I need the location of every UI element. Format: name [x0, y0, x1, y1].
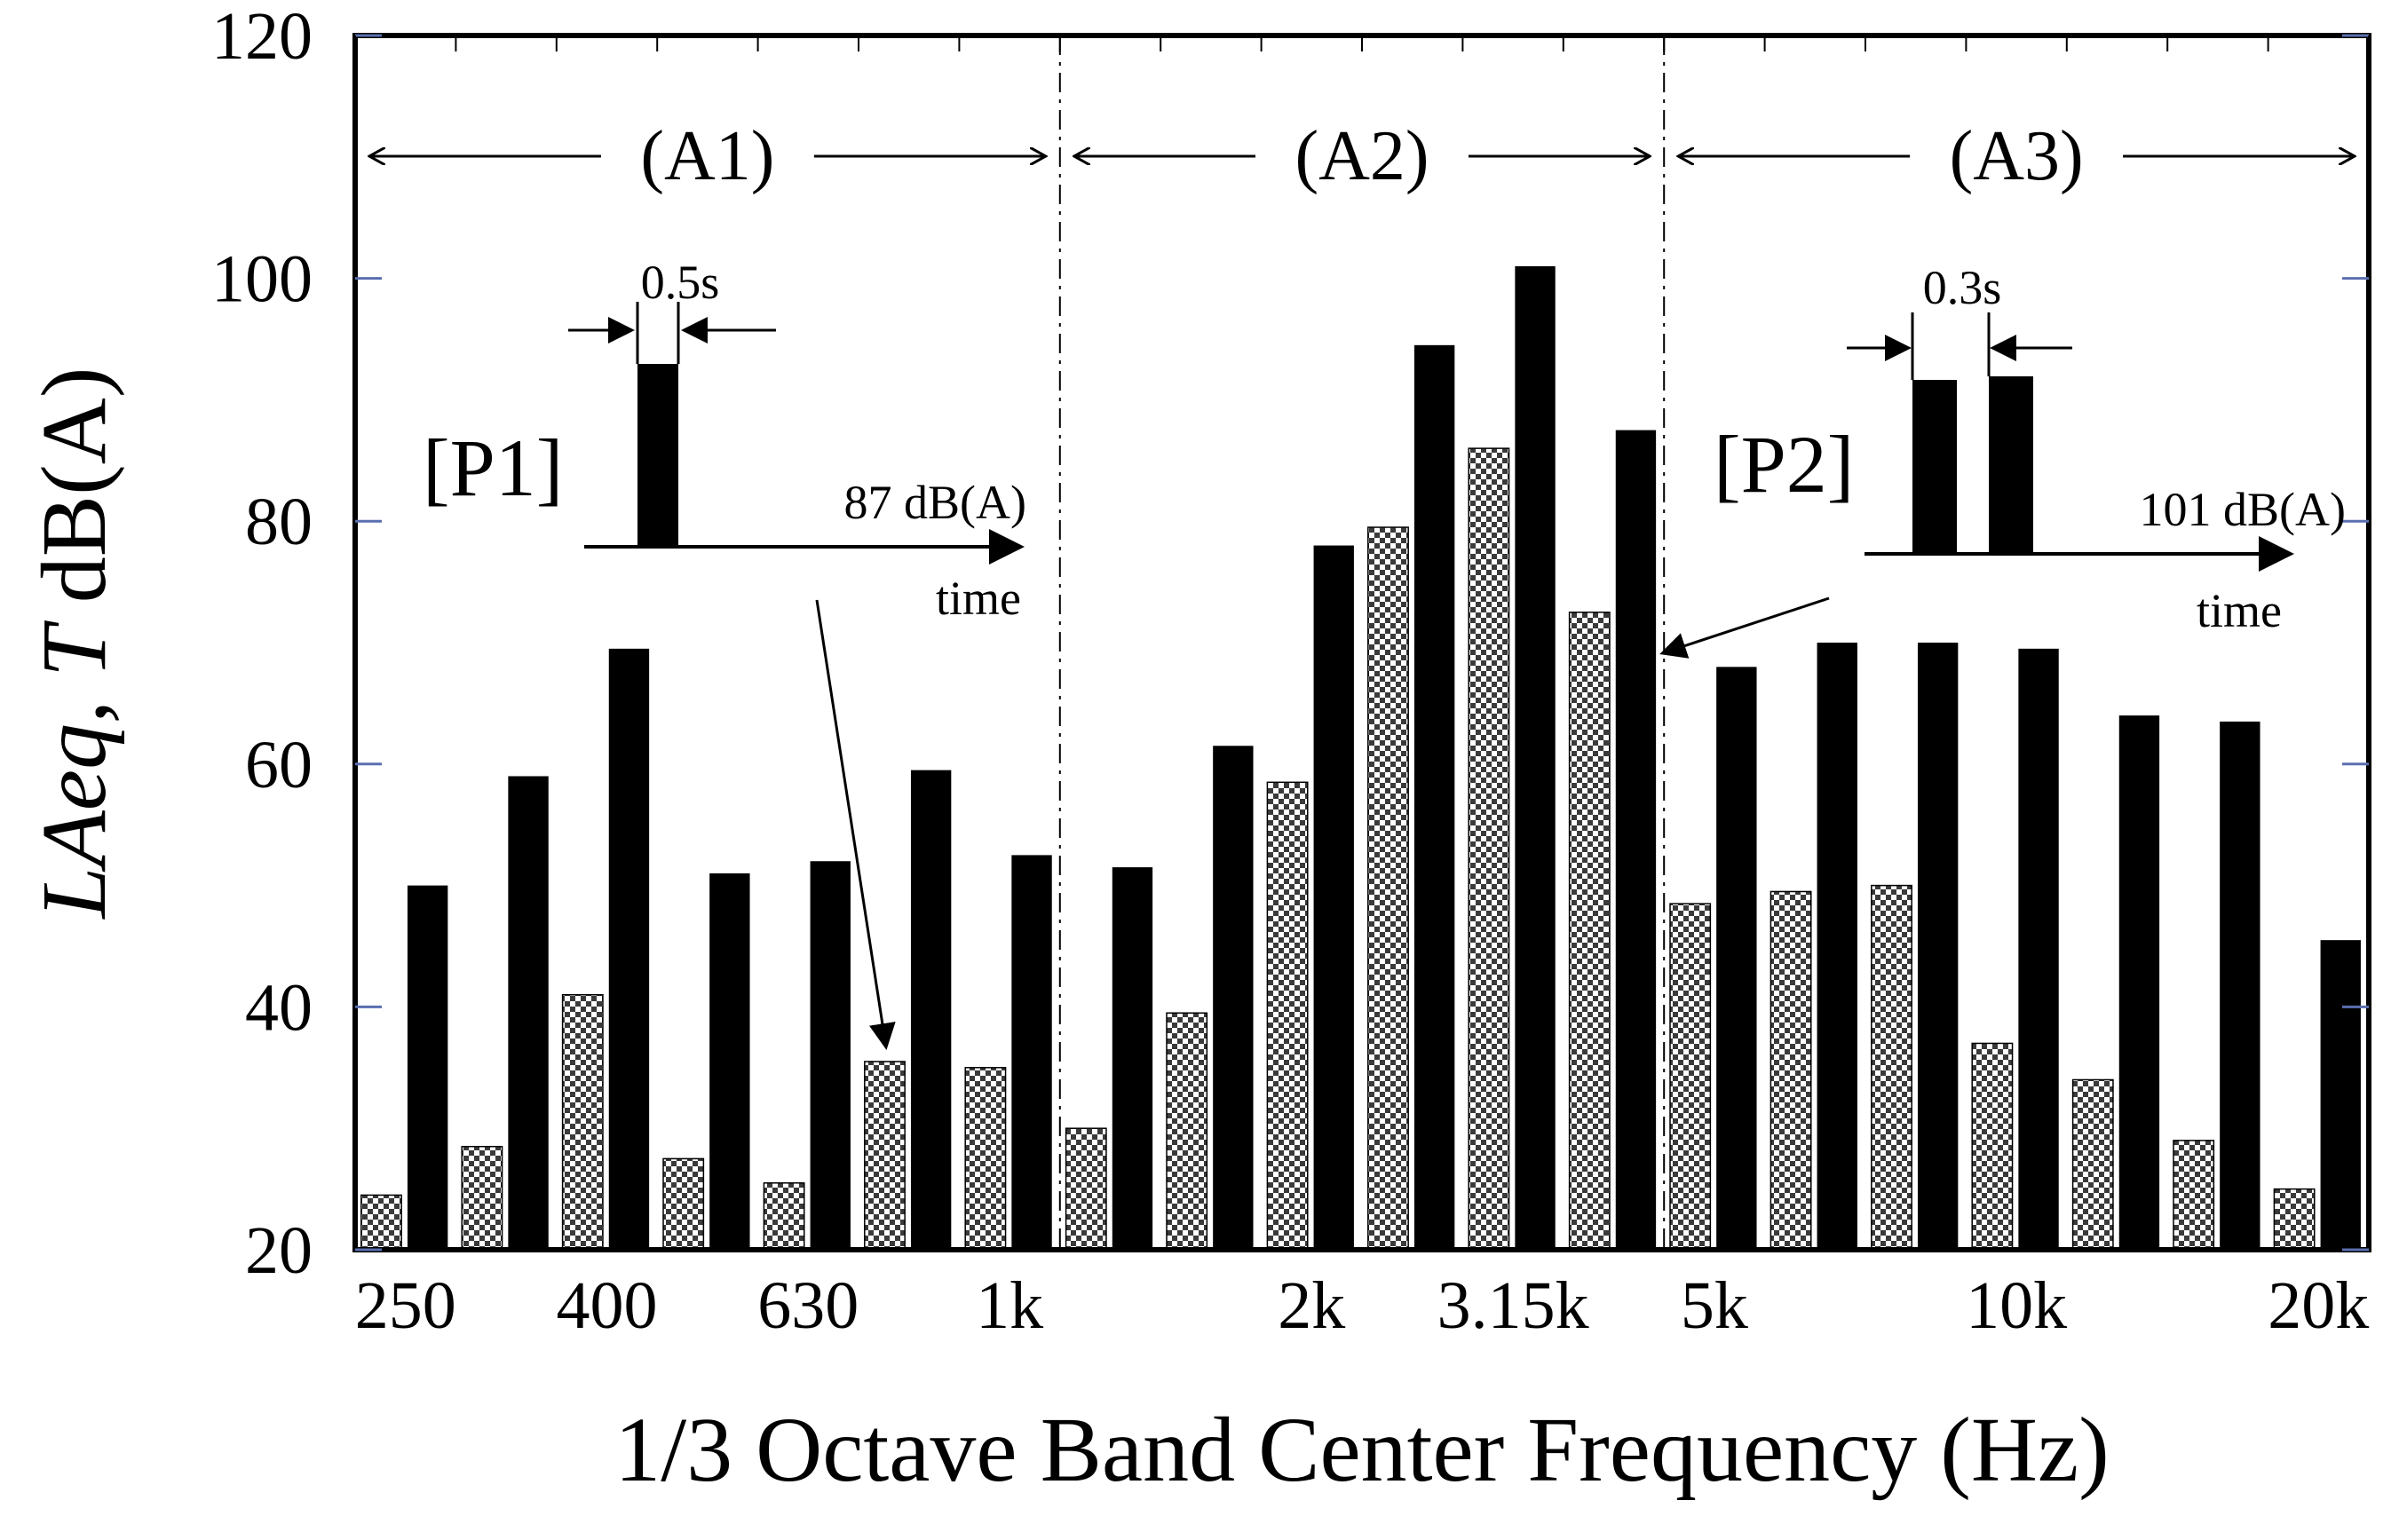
bar-p1	[561, 993, 604, 1251]
inset-p2-pulse-1	[1912, 380, 1957, 554]
inset-p1-pulse	[637, 364, 678, 547]
region-layer: (A1) (A2) (A3)	[369, 36, 2355, 1250]
bar-p2	[1817, 643, 1857, 1250]
y-tick-label: 60	[245, 728, 313, 802]
x-tick-label: 400	[557, 1268, 658, 1343]
x-tick-label: 630	[757, 1268, 859, 1343]
bar-p2	[2320, 940, 2361, 1250]
bar-p1	[1770, 890, 1812, 1251]
bar-p2	[407, 885, 448, 1250]
bar-p1	[1367, 526, 1409, 1251]
bar-p1	[964, 1067, 1007, 1251]
bar-p2	[709, 873, 750, 1250]
bar-p2	[608, 648, 650, 1250]
bar-p2	[810, 861, 851, 1250]
x-axis-title: 1/3 Octave Band Center Frequency (Hz)	[614, 1399, 2110, 1501]
bar-p2	[2118, 715, 2160, 1250]
region-label: (A3)	[1950, 117, 2084, 195]
inset-p2-duration: 0.3s	[1923, 261, 2002, 314]
y-tick-label: 20	[245, 1213, 313, 1288]
bar-p1	[2173, 1140, 2215, 1251]
bar-p2	[508, 776, 549, 1250]
inset-p1-label: [P1]	[423, 423, 563, 513]
bar-p1	[864, 1061, 906, 1251]
bar-p2	[1413, 344, 1455, 1251]
plot-frame	[352, 33, 2371, 1252]
y-tick-label: 80	[245, 485, 313, 559]
bar-p1	[1065, 1127, 1107, 1251]
bar-p1	[461, 1145, 503, 1251]
bar-p2	[2220, 721, 2260, 1250]
x-tick-label: 3.15k	[1437, 1268, 1589, 1343]
bar-p1	[662, 1157, 705, 1251]
inset-p1-level: 87 dB(A)	[844, 476, 1026, 529]
inset-p2-level: 101 dB(A)	[2140, 483, 2346, 536]
ticks-layer: 20 40 60 80 100 120 250 400 630 1k 2k 3.15k 5k 10k 20k	[211, 0, 2370, 1343]
bar-p1	[1166, 1012, 1208, 1251]
bar-p1	[2071, 1078, 2114, 1251]
inset-p1-pointer	[815, 599, 896, 1050]
inset-p2: [P2] 0.3s 101 dB(A) time	[1659, 261, 2346, 659]
inset-p1: [P1] 0.5s 87 dB(A) time	[423, 256, 1026, 1050]
y-axis-title-italic: LAeq, T	[23, 620, 125, 920]
x-tick-label: 5k	[1681, 1268, 1748, 1343]
bar-p2	[1615, 430, 1657, 1251]
bar-p1	[1266, 781, 1309, 1251]
bar-p2	[1716, 667, 1757, 1250]
bar-p2	[1011, 855, 1052, 1250]
bar-p2	[1515, 265, 1556, 1250]
bars-layer	[360, 265, 2361, 1251]
bar-p2	[2018, 648, 2059, 1250]
x-tick-label: 10k	[1966, 1268, 2067, 1343]
inset-p2-label: [P2]	[1714, 419, 1854, 509]
y-tick-label: 40	[245, 970, 313, 1045]
y-axis-title: LAeq, T dB(A)	[23, 367, 125, 920]
bar-p1	[763, 1182, 805, 1251]
inset-p2-pulse-2	[1989, 376, 2033, 554]
bar-p2	[1112, 867, 1153, 1250]
y-axis-title-units: dB(A)	[23, 367, 125, 626]
inset-p2-time: time	[2197, 584, 2282, 637]
bar-p1	[2273, 1188, 2316, 1251]
y-tick-label: 120	[211, 0, 313, 74]
bar-p1	[1871, 884, 1912, 1251]
bar-p2	[1313, 545, 1354, 1250]
bar-p1	[1568, 612, 1611, 1251]
y-tick-label: 100	[211, 242, 313, 317]
x-tick-label: 1k	[976, 1268, 1043, 1343]
bar-p1	[1971, 1042, 2014, 1251]
x-tick-label: 250	[355, 1268, 456, 1343]
bar-p2	[1213, 746, 1254, 1250]
inset-p1-duration: 0.5s	[641, 256, 720, 309]
inset-p2-pointer	[1659, 596, 1830, 659]
inset-p1-time: time	[936, 572, 1021, 625]
bar-p1	[360, 1194, 402, 1251]
bar-p2	[910, 770, 952, 1250]
bar-p2	[1917, 643, 1959, 1250]
bar-p1	[1468, 447, 1510, 1251]
region-label: (A1)	[640, 117, 774, 195]
x-tick-label: 20k	[2268, 1268, 2369, 1343]
region-label: (A2)	[1295, 117, 1429, 195]
bar-p1	[1669, 903, 1712, 1251]
x-tick-label: 2k	[1278, 1268, 1345, 1343]
